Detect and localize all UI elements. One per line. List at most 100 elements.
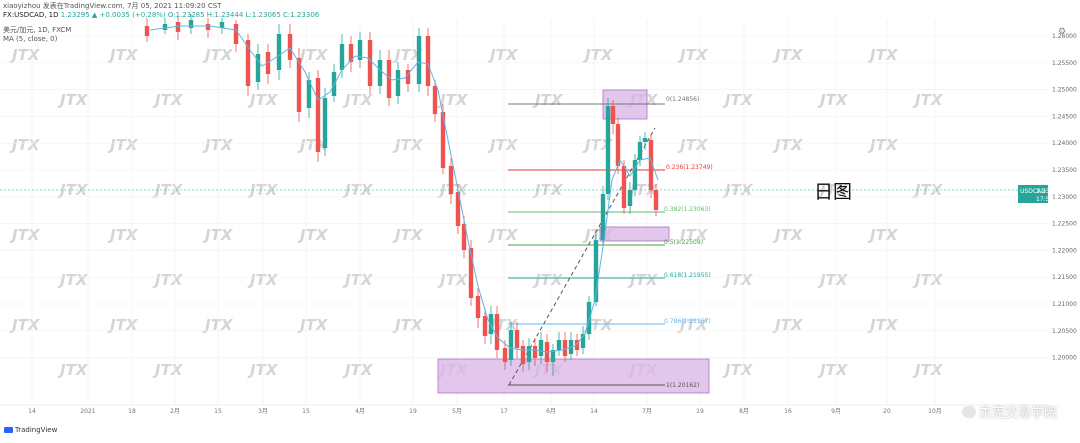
watermark-text: JTX	[107, 316, 139, 334]
support-zone	[599, 226, 670, 242]
candle-body	[475, 296, 481, 318]
candle-body	[425, 36, 431, 86]
day-chart-label: 日图	[814, 181, 853, 203]
candle-body	[188, 20, 194, 28]
watermark-text: JTX	[297, 46, 329, 64]
price-tick-label: 1.24000	[1052, 140, 1077, 147]
watermark-text: JTX	[152, 271, 184, 289]
candle-body	[296, 58, 302, 112]
current-price-tag	[1018, 185, 1048, 203]
candle-body	[205, 24, 211, 30]
symbol-values: FX:USDCAD, 1D 1.23295 ▲ +0.0035 (+0.28%)…	[3, 11, 319, 20]
candle-body	[508, 330, 514, 360]
date-tick-label: 2月	[170, 408, 180, 415]
candle-body	[538, 340, 544, 356]
date-tick-label: 17	[500, 408, 508, 415]
watermark-text: JTX	[9, 46, 41, 64]
watermark-text: JTX	[152, 181, 184, 199]
price-tick-label: 1.25500	[1052, 60, 1077, 67]
gear-icon[interactable]: ⚙	[1058, 26, 1067, 36]
watermark-text: JTX	[817, 91, 849, 109]
watermark-text: JTX	[9, 226, 41, 244]
candle-body	[502, 348, 508, 362]
price-axis[interactable]: 1.26000 1.25500 1.25000 1.24500 1.24000 1.235…	[1052, 33, 1077, 362]
date-tick-label: 16	[784, 408, 792, 415]
watermark-text: JTX	[152, 361, 184, 379]
watermark-text: JTX	[582, 316, 614, 334]
watermark-text: JTX	[912, 181, 944, 199]
date-tick-label: 10月	[928, 408, 942, 415]
watermark-text: JTX	[867, 316, 899, 334]
candle-body	[448, 166, 454, 194]
date-tick-label: 14	[590, 408, 598, 415]
candle-body	[386, 60, 392, 98]
current-symbol: USDCAD	[1020, 188, 1046, 195]
symbol-label: FX:USDCAD, 1D	[3, 11, 59, 19]
price-tick-label: 1.20000	[1052, 355, 1077, 362]
watermark-text: JTX	[392, 46, 424, 64]
watermark-text: JTX	[342, 91, 374, 109]
candle-body	[322, 98, 328, 148]
date-tick-label: 8月	[739, 408, 749, 415]
candle-body	[144, 26, 150, 36]
watermark-text: JTX	[392, 136, 424, 154]
ohlc-values: 1.23295 ▲ +0.0035 (+0.28%) O:1.23285 H:1…	[60, 11, 320, 19]
instrument-title: 美元/加元, 1D, FXCM	[3, 26, 72, 34]
fib-label-0: 0(1.24856)	[666, 96, 699, 103]
candle-body	[550, 350, 556, 362]
watermark-text: JTX	[627, 271, 659, 289]
candle-body	[255, 54, 261, 82]
candle-body	[605, 106, 611, 194]
watermark-text: JTX	[677, 316, 709, 334]
date-tick-label: 20	[883, 408, 891, 415]
watermark-text: JTX	[722, 91, 754, 109]
watermark-text: JTX	[107, 226, 139, 244]
price-tick-label: 1.25000	[1052, 87, 1077, 94]
price-tick-label: 1.21000	[1052, 301, 1077, 308]
wechat-watermark: 杰克交易学院	[962, 402, 1057, 421]
candle-body	[562, 340, 568, 356]
fib-label-0786: 0.786(1.21167)	[664, 318, 711, 325]
watermark-text: JTX	[912, 91, 944, 109]
watermark-text: JTX	[107, 136, 139, 154]
candle-body	[175, 22, 181, 32]
date-tick-label: 7月	[642, 408, 652, 415]
watermark-text: JTX	[912, 271, 944, 289]
watermark-text: JTX	[9, 316, 41, 334]
candle-body	[482, 316, 488, 336]
fib-label-0236: 0.236(1.23749)	[666, 164, 713, 171]
date-tick-label: 5月	[452, 408, 462, 415]
candle-body	[455, 192, 461, 226]
candle-body	[276, 34, 282, 70]
price-tick-label: 1.24500	[1052, 113, 1077, 120]
watermark-text: JTX	[722, 271, 754, 289]
date-tick-label: 18	[128, 408, 136, 415]
watermark-text: JTX	[817, 271, 849, 289]
date-axis[interactable]: 14 2021 18 2月 15 3月 15 4月 19 5月 17 6月 14 7月 19 8月 16 9月 20…	[28, 408, 942, 415]
watermark-text: JTX	[437, 271, 469, 289]
date-tick-label: 3月	[258, 408, 268, 415]
candle-body	[162, 24, 168, 30]
fib-label-0382: 0.382(1.23063)	[664, 206, 711, 213]
grid	[0, 20, 1048, 405]
candle-body	[621, 166, 627, 208]
candle-body	[306, 80, 312, 108]
tradingview-brand: TradingView	[15, 426, 58, 434]
watermark-text: JTX	[677, 226, 709, 244]
candle-body	[339, 44, 345, 70]
date-tick-label: 19	[696, 408, 704, 415]
indicator-label: MA (5, close, 0)	[3, 35, 58, 43]
candle-body	[416, 36, 422, 84]
watermark-text: JTX	[532, 181, 564, 199]
current-time: 17:50:41	[1036, 196, 1063, 203]
watermark-text: JTX	[392, 316, 424, 334]
watermark-text: JTX	[9, 136, 41, 154]
price-tick-label: 1.26000	[1052, 33, 1077, 40]
watermark-text: JTX	[297, 136, 329, 154]
fib-retracement[interactable]: 0(1.24856) 0.236(1.23749) 0.382(1.23063)…	[508, 96, 713, 389]
date-tick-label: 6月	[546, 408, 556, 415]
candle-body	[468, 248, 474, 298]
candle-body	[642, 138, 648, 142]
